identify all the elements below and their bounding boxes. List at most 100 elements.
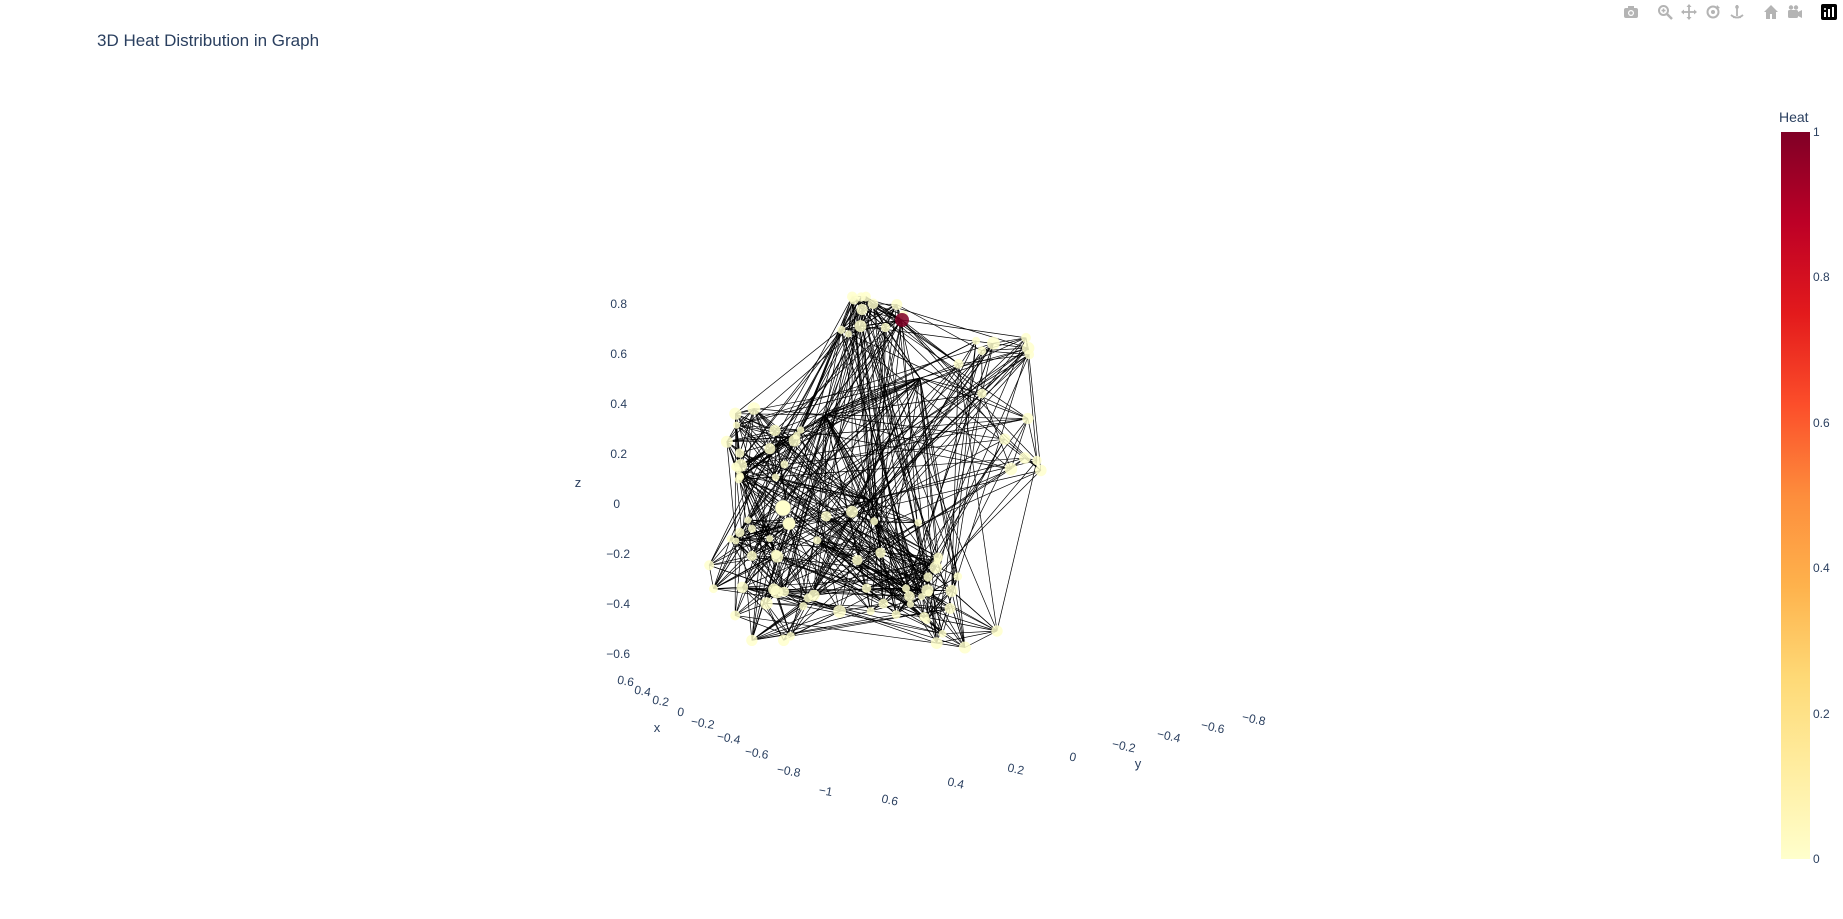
graph-edge	[751, 511, 853, 557]
graph-edge	[851, 511, 929, 578]
graph-edge	[747, 519, 790, 524]
graph-edge	[753, 408, 771, 449]
graph-edge	[824, 414, 966, 648]
graph-edge	[784, 591, 910, 597]
graph-edge	[813, 587, 867, 596]
graph-edge	[751, 414, 826, 557]
plotly-logo-icon[interactable]	[1819, 2, 1839, 22]
graph-edge	[883, 377, 921, 604]
pan-icon[interactable]	[1679, 2, 1699, 22]
graph-node	[774, 499, 792, 517]
graph-edge	[739, 475, 871, 501]
y-axis-label: y	[1135, 756, 1142, 771]
reset-camera-icon[interactable]	[1785, 2, 1805, 22]
graph-edge	[736, 377, 921, 426]
y-tick: −0.8	[1241, 710, 1267, 729]
graph-edge	[709, 555, 752, 566]
graph-node	[735, 527, 745, 538]
graph-node	[977, 388, 987, 399]
graph-edge	[957, 576, 966, 648]
graph-node	[938, 629, 947, 638]
graph-edge	[824, 414, 930, 594]
graph-node	[1021, 332, 1031, 343]
graph-edge	[919, 377, 959, 577]
graph-edge	[848, 319, 903, 335]
graph-node	[929, 561, 942, 574]
graph-edge	[824, 414, 1005, 440]
graph-node	[945, 584, 958, 598]
graph-edge	[928, 592, 998, 632]
graph-edge	[869, 457, 1025, 501]
graph-node	[746, 634, 758, 646]
camera-icon[interactable]	[1621, 2, 1641, 22]
colorbar-gradient	[1781, 132, 1810, 859]
graph-edge	[784, 560, 937, 592]
graph-edge	[783, 414, 826, 592]
graph-edge	[861, 296, 1029, 349]
y-tick: −0.6	[1200, 718, 1226, 737]
x-tick: 0.6	[616, 673, 635, 690]
graph-edge	[981, 337, 1027, 394]
graph-edge	[794, 325, 861, 441]
graph-edge	[901, 319, 1027, 339]
graph-edge	[826, 516, 881, 554]
x-tick: −0.6	[744, 744, 770, 762]
graph-edge	[958, 363, 998, 632]
graph-edge	[874, 520, 919, 524]
graph-node	[875, 547, 886, 558]
z-axis-label: z	[575, 475, 582, 490]
graph-node	[769, 424, 781, 437]
graph-edge	[753, 408, 853, 512]
graph-edge	[860, 296, 1042, 471]
graph-node	[736, 581, 748, 594]
graph-edge	[856, 377, 921, 561]
graph-edge	[735, 615, 791, 637]
orbit-icon[interactable]	[1703, 2, 1723, 22]
graph-edge	[873, 343, 994, 522]
y-tick: 0.4	[946, 775, 966, 792]
graph-edge	[853, 299, 903, 321]
graph-node	[987, 336, 1000, 350]
graph-edge	[730, 538, 939, 558]
home-icon[interactable]	[1761, 2, 1781, 22]
graph-edge	[709, 523, 790, 566]
graph-edge	[739, 319, 903, 533]
graph-node	[786, 631, 795, 641]
graph-edge	[919, 377, 1028, 419]
graph-edge	[735, 309, 863, 468]
graph-edge	[751, 528, 785, 592]
graph-edge	[824, 363, 959, 416]
graph-edge	[923, 590, 952, 618]
graph-edge	[726, 325, 861, 442]
x-axis-label: x	[654, 720, 661, 735]
graph-node	[930, 637, 943, 649]
graph-edge	[753, 408, 952, 592]
graph-node	[918, 593, 926, 601]
graph-node	[866, 607, 875, 616]
graph-edge	[824, 414, 881, 553]
graph-edge	[824, 340, 977, 416]
colorbar-title: Heat	[1779, 109, 1809, 125]
colorbar-tick: 0.8	[1813, 270, 1830, 284]
graph-node	[729, 407, 742, 420]
graph-node	[991, 625, 1003, 637]
graph-edge	[713, 540, 737, 589]
y-tick: 0.6	[880, 792, 900, 809]
graph-edge	[713, 538, 731, 589]
turntable-icon[interactable]	[1727, 2, 1747, 22]
graph-edge	[873, 521, 922, 597]
graph-edge	[901, 319, 925, 617]
graph-edge	[794, 329, 842, 441]
graph-node	[796, 426, 805, 434]
graph-node	[854, 320, 867, 333]
graph-edge	[766, 327, 886, 604]
zoom-icon[interactable]	[1655, 2, 1675, 22]
graph-edge	[981, 350, 1030, 355]
graph-edge	[851, 511, 919, 524]
graph-node	[958, 641, 971, 654]
graph-node	[1004, 462, 1018, 476]
z-tick: −0.2	[606, 547, 630, 561]
graph-node	[944, 603, 956, 614]
graph-node	[846, 505, 858, 518]
